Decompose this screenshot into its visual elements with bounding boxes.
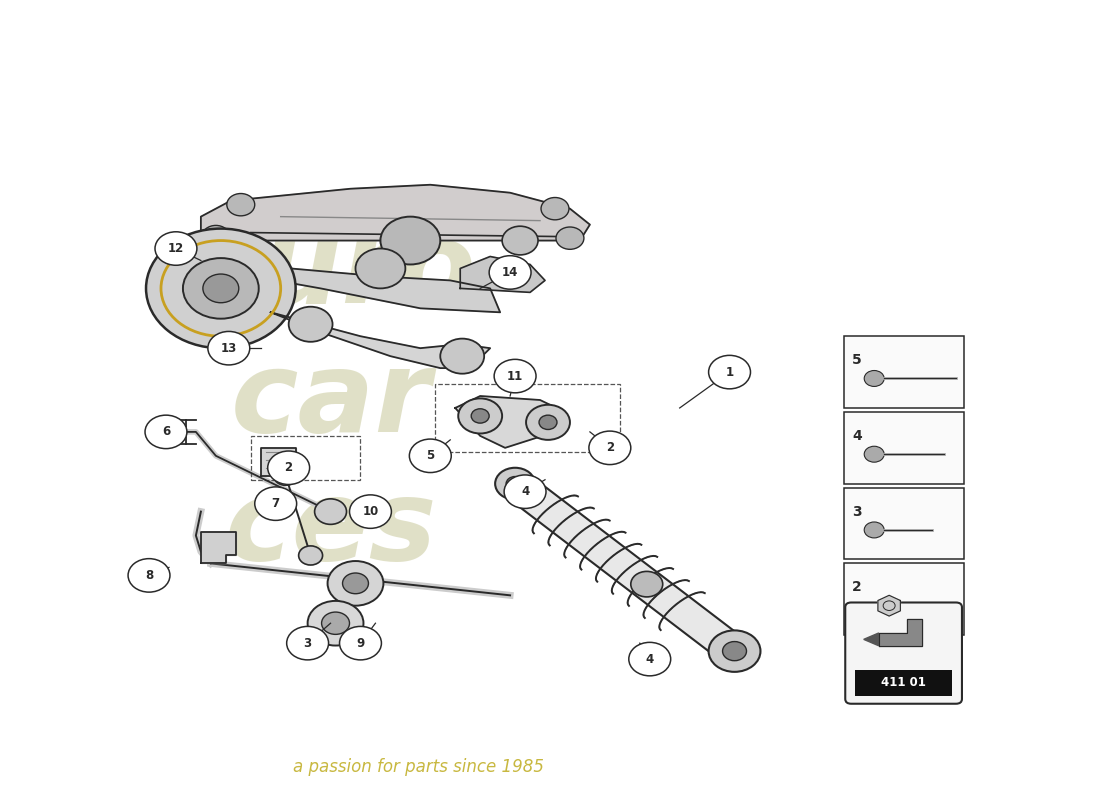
Bar	[436, 384, 619, 452]
Text: 13: 13	[221, 342, 236, 354]
Bar	[845, 563, 964, 635]
Polygon shape	[864, 633, 879, 646]
Circle shape	[227, 194, 255, 216]
Polygon shape	[201, 531, 235, 563]
Circle shape	[328, 561, 384, 606]
Circle shape	[865, 370, 884, 386]
Circle shape	[506, 477, 524, 491]
Circle shape	[146, 229, 296, 348]
Bar	[251, 436, 361, 480]
Circle shape	[255, 487, 297, 520]
Circle shape	[556, 227, 584, 250]
Circle shape	[202, 226, 230, 248]
Text: 2: 2	[852, 580, 862, 594]
Circle shape	[526, 405, 570, 440]
Circle shape	[865, 522, 884, 538]
Circle shape	[128, 558, 170, 592]
Bar	[855, 670, 952, 696]
Circle shape	[440, 338, 484, 374]
Circle shape	[355, 249, 406, 288]
Circle shape	[541, 198, 569, 220]
Text: 2: 2	[285, 462, 293, 474]
Circle shape	[723, 642, 747, 661]
Text: 1: 1	[726, 366, 734, 378]
Text: 4: 4	[646, 653, 653, 666]
Circle shape	[708, 630, 760, 672]
Text: 3: 3	[304, 637, 311, 650]
Circle shape	[145, 415, 187, 449]
Circle shape	[155, 232, 197, 266]
Circle shape	[274, 466, 298, 486]
Circle shape	[502, 226, 538, 255]
Polygon shape	[455, 396, 565, 448]
Text: 4: 4	[852, 429, 862, 443]
Circle shape	[588, 431, 630, 465]
Circle shape	[539, 415, 557, 430]
Circle shape	[287, 626, 329, 660]
Circle shape	[495, 468, 535, 500]
Polygon shape	[231, 265, 500, 312]
Circle shape	[183, 258, 258, 318]
Text: 3: 3	[852, 505, 862, 518]
Text: 411 01: 411 01	[881, 677, 926, 690]
Text: 6: 6	[162, 426, 170, 438]
Polygon shape	[460, 257, 544, 292]
Text: a passion for parts since 1985: a passion for parts since 1985	[293, 758, 543, 776]
Text: 11: 11	[507, 370, 524, 382]
Circle shape	[490, 256, 531, 289]
Text: 9: 9	[356, 637, 364, 650]
Text: 2: 2	[606, 442, 614, 454]
Circle shape	[494, 359, 536, 393]
Circle shape	[202, 274, 239, 302]
Polygon shape	[201, 185, 590, 241]
Text: 7: 7	[272, 497, 279, 510]
Text: 4: 4	[521, 485, 529, 498]
Bar	[845, 336, 964, 408]
Circle shape	[409, 439, 451, 473]
Circle shape	[865, 446, 884, 462]
Circle shape	[471, 409, 490, 423]
Text: 10: 10	[362, 505, 378, 518]
Circle shape	[267, 451, 309, 485]
Polygon shape	[879, 619, 922, 646]
Polygon shape	[878, 595, 901, 616]
Text: 12: 12	[168, 242, 184, 255]
Polygon shape	[261, 448, 296, 476]
Bar	[845, 488, 964, 559]
Text: euro
car
ces: euro car ces	[184, 216, 477, 584]
Circle shape	[350, 495, 392, 528]
Text: 5: 5	[426, 450, 434, 462]
Circle shape	[321, 612, 350, 634]
Circle shape	[708, 355, 750, 389]
Circle shape	[308, 601, 363, 646]
Circle shape	[381, 217, 440, 265]
Circle shape	[342, 573, 369, 594]
Circle shape	[315, 499, 346, 524]
Polygon shape	[503, 474, 747, 662]
Circle shape	[298, 546, 322, 565]
FancyBboxPatch shape	[845, 602, 962, 704]
Polygon shape	[271, 312, 491, 368]
Circle shape	[288, 306, 332, 342]
Circle shape	[629, 642, 671, 676]
Text: 8: 8	[145, 569, 153, 582]
Text: 14: 14	[502, 266, 518, 279]
Circle shape	[340, 626, 382, 660]
Circle shape	[208, 331, 250, 365]
Text: 5: 5	[852, 353, 862, 367]
Circle shape	[504, 475, 546, 509]
Bar	[845, 412, 964, 484]
Circle shape	[459, 398, 502, 434]
Circle shape	[630, 571, 662, 597]
